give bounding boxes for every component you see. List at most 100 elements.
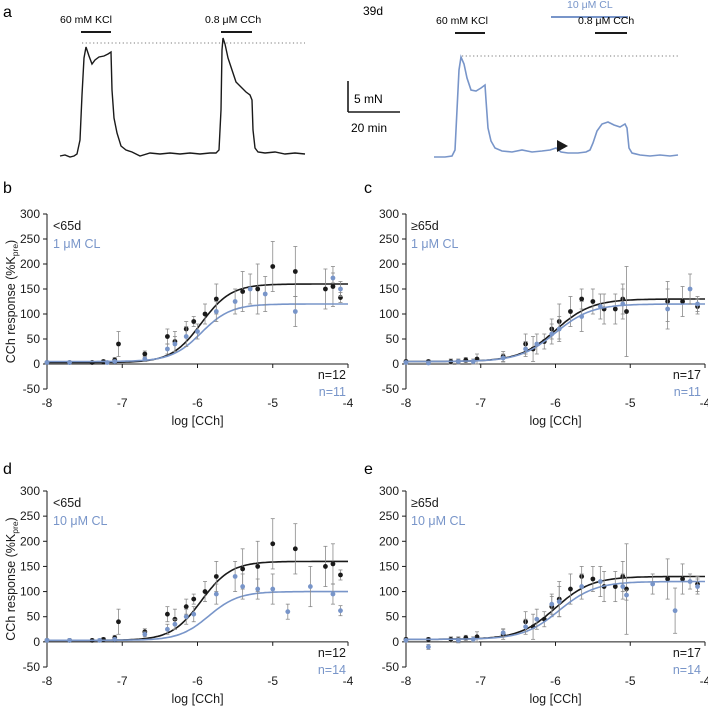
data-point bbox=[44, 637, 50, 643]
data-point bbox=[292, 309, 298, 314]
n-label: n=11 bbox=[674, 385, 701, 399]
x-axis-label: log [CCh] bbox=[529, 692, 581, 706]
y-tick-label: 200 bbox=[20, 534, 40, 548]
data-point bbox=[455, 359, 461, 364]
y-tick-label: 100 bbox=[20, 585, 40, 599]
n-label: n=11 bbox=[319, 385, 346, 399]
data-point bbox=[240, 566, 246, 572]
data-point bbox=[255, 564, 261, 569]
data-point bbox=[97, 637, 103, 643]
x-tick-label: -6 bbox=[192, 674, 203, 688]
data-point bbox=[142, 631, 148, 637]
x-tick-label: -4 bbox=[700, 396, 708, 410]
data-point bbox=[549, 601, 555, 607]
fit-curve bbox=[47, 560, 348, 642]
y-tick-label: 0 bbox=[392, 357, 399, 371]
data-point bbox=[172, 341, 178, 347]
n-label: n=17 bbox=[673, 368, 701, 382]
data-point bbox=[142, 356, 148, 362]
data-point bbox=[213, 296, 219, 302]
panel-label-a: a bbox=[3, 4, 12, 21]
right-cl-label: 10 μM CL bbox=[567, 0, 613, 11]
x-tick-label: -7 bbox=[117, 396, 128, 410]
y-tick-label: 200 bbox=[379, 534, 399, 548]
y-axis-label-close: ) bbox=[4, 240, 18, 244]
x-tick-label: -8 bbox=[42, 396, 53, 410]
x-tick-label: -8 bbox=[401, 674, 412, 688]
data-point bbox=[579, 314, 585, 319]
y-axis-label-close: ) bbox=[4, 517, 18, 521]
data-point bbox=[292, 546, 298, 552]
data-point bbox=[116, 619, 121, 625]
y-tick-label: -50 bbox=[23, 660, 41, 674]
data-point bbox=[44, 360, 50, 365]
series-treatment bbox=[403, 273, 705, 366]
x-axis-label: log [CCh] bbox=[529, 414, 581, 428]
data-point bbox=[590, 299, 596, 304]
data-point bbox=[67, 637, 72, 643]
right-kcl-label: 60 mM KCl bbox=[436, 15, 488, 27]
data-point bbox=[191, 596, 197, 602]
y-tick-label: 200 bbox=[379, 257, 399, 271]
y-tick-label: 0 bbox=[33, 635, 40, 649]
data-point bbox=[426, 360, 431, 366]
data-point bbox=[403, 637, 409, 643]
treatment-label: 10 μM CL bbox=[411, 514, 465, 528]
fit-curve bbox=[406, 303, 705, 363]
data-point bbox=[255, 286, 261, 292]
scale-force-label: 5 mN bbox=[354, 92, 383, 106]
data-point bbox=[240, 584, 246, 589]
data-point bbox=[202, 311, 208, 317]
data-point bbox=[213, 574, 219, 579]
y-axis-label-main: CCh response (%K bbox=[4, 533, 18, 641]
data-point bbox=[470, 359, 476, 364]
fit-curve bbox=[47, 590, 348, 642]
y-tick-label: -50 bbox=[23, 382, 41, 396]
treatment-label: 10 μM CL bbox=[53, 514, 107, 528]
data-point bbox=[687, 579, 693, 584]
panel-a: a 60 mM KCl 0.8 μM CCh 5 mN 20 min 39d 1… bbox=[3, 0, 679, 158]
data-point bbox=[665, 576, 671, 582]
panel-e-chart: e -50 0 50 100 150 200 250 300 -8 -7 -6 -5 -4 log [CC… bbox=[364, 461, 708, 706]
n-label: n=14 bbox=[673, 663, 701, 677]
series-control bbox=[44, 518, 348, 643]
data-point bbox=[403, 360, 409, 365]
data-point bbox=[695, 584, 700, 589]
data-point bbox=[232, 299, 238, 304]
data-point bbox=[470, 636, 476, 642]
data-point bbox=[165, 626, 170, 632]
panel-label-b: b bbox=[3, 180, 12, 197]
data-point bbox=[191, 319, 197, 324]
y-tick-label: 0 bbox=[392, 635, 399, 649]
panel-label-d: d bbox=[3, 461, 12, 478]
data-point bbox=[500, 355, 506, 361]
data-point bbox=[338, 608, 343, 614]
panel-b-chart: b -50 0 50 100 150 200 250 300 -8 -7 -6 -5 -4 log [CC… bbox=[3, 180, 354, 428]
y-tick-label: 150 bbox=[379, 559, 399, 573]
data-point bbox=[455, 637, 461, 643]
data-point bbox=[112, 636, 118, 642]
data-point bbox=[330, 561, 336, 567]
data-point bbox=[534, 341, 540, 347]
data-point bbox=[620, 301, 626, 307]
treatment-label: 1 μM CL bbox=[411, 237, 459, 251]
data-point bbox=[687, 286, 693, 292]
data-point bbox=[191, 611, 197, 617]
data-point bbox=[165, 334, 170, 339]
panel-c-chart: c -50 0 50 100 150 200 250 300 -8 -7 -6 -5 -4 log [CC… bbox=[364, 180, 708, 428]
age-group-label: <65d bbox=[53, 496, 81, 510]
data-point bbox=[579, 296, 585, 302]
data-point bbox=[338, 572, 343, 578]
data-point bbox=[112, 359, 118, 364]
right-cch-label: 0.8 μM CCh bbox=[578, 15, 634, 27]
data-point bbox=[523, 624, 528, 630]
y-tick-label: 250 bbox=[379, 232, 399, 246]
y-tick-label: 50 bbox=[386, 332, 400, 346]
fit-curve bbox=[406, 580, 705, 641]
y-tick-label: -50 bbox=[382, 660, 400, 674]
data-point bbox=[195, 329, 200, 334]
data-point bbox=[232, 574, 238, 579]
data-point bbox=[556, 326, 562, 332]
x-tick-label: -7 bbox=[475, 674, 486, 688]
y-tick-label: 250 bbox=[20, 509, 40, 523]
